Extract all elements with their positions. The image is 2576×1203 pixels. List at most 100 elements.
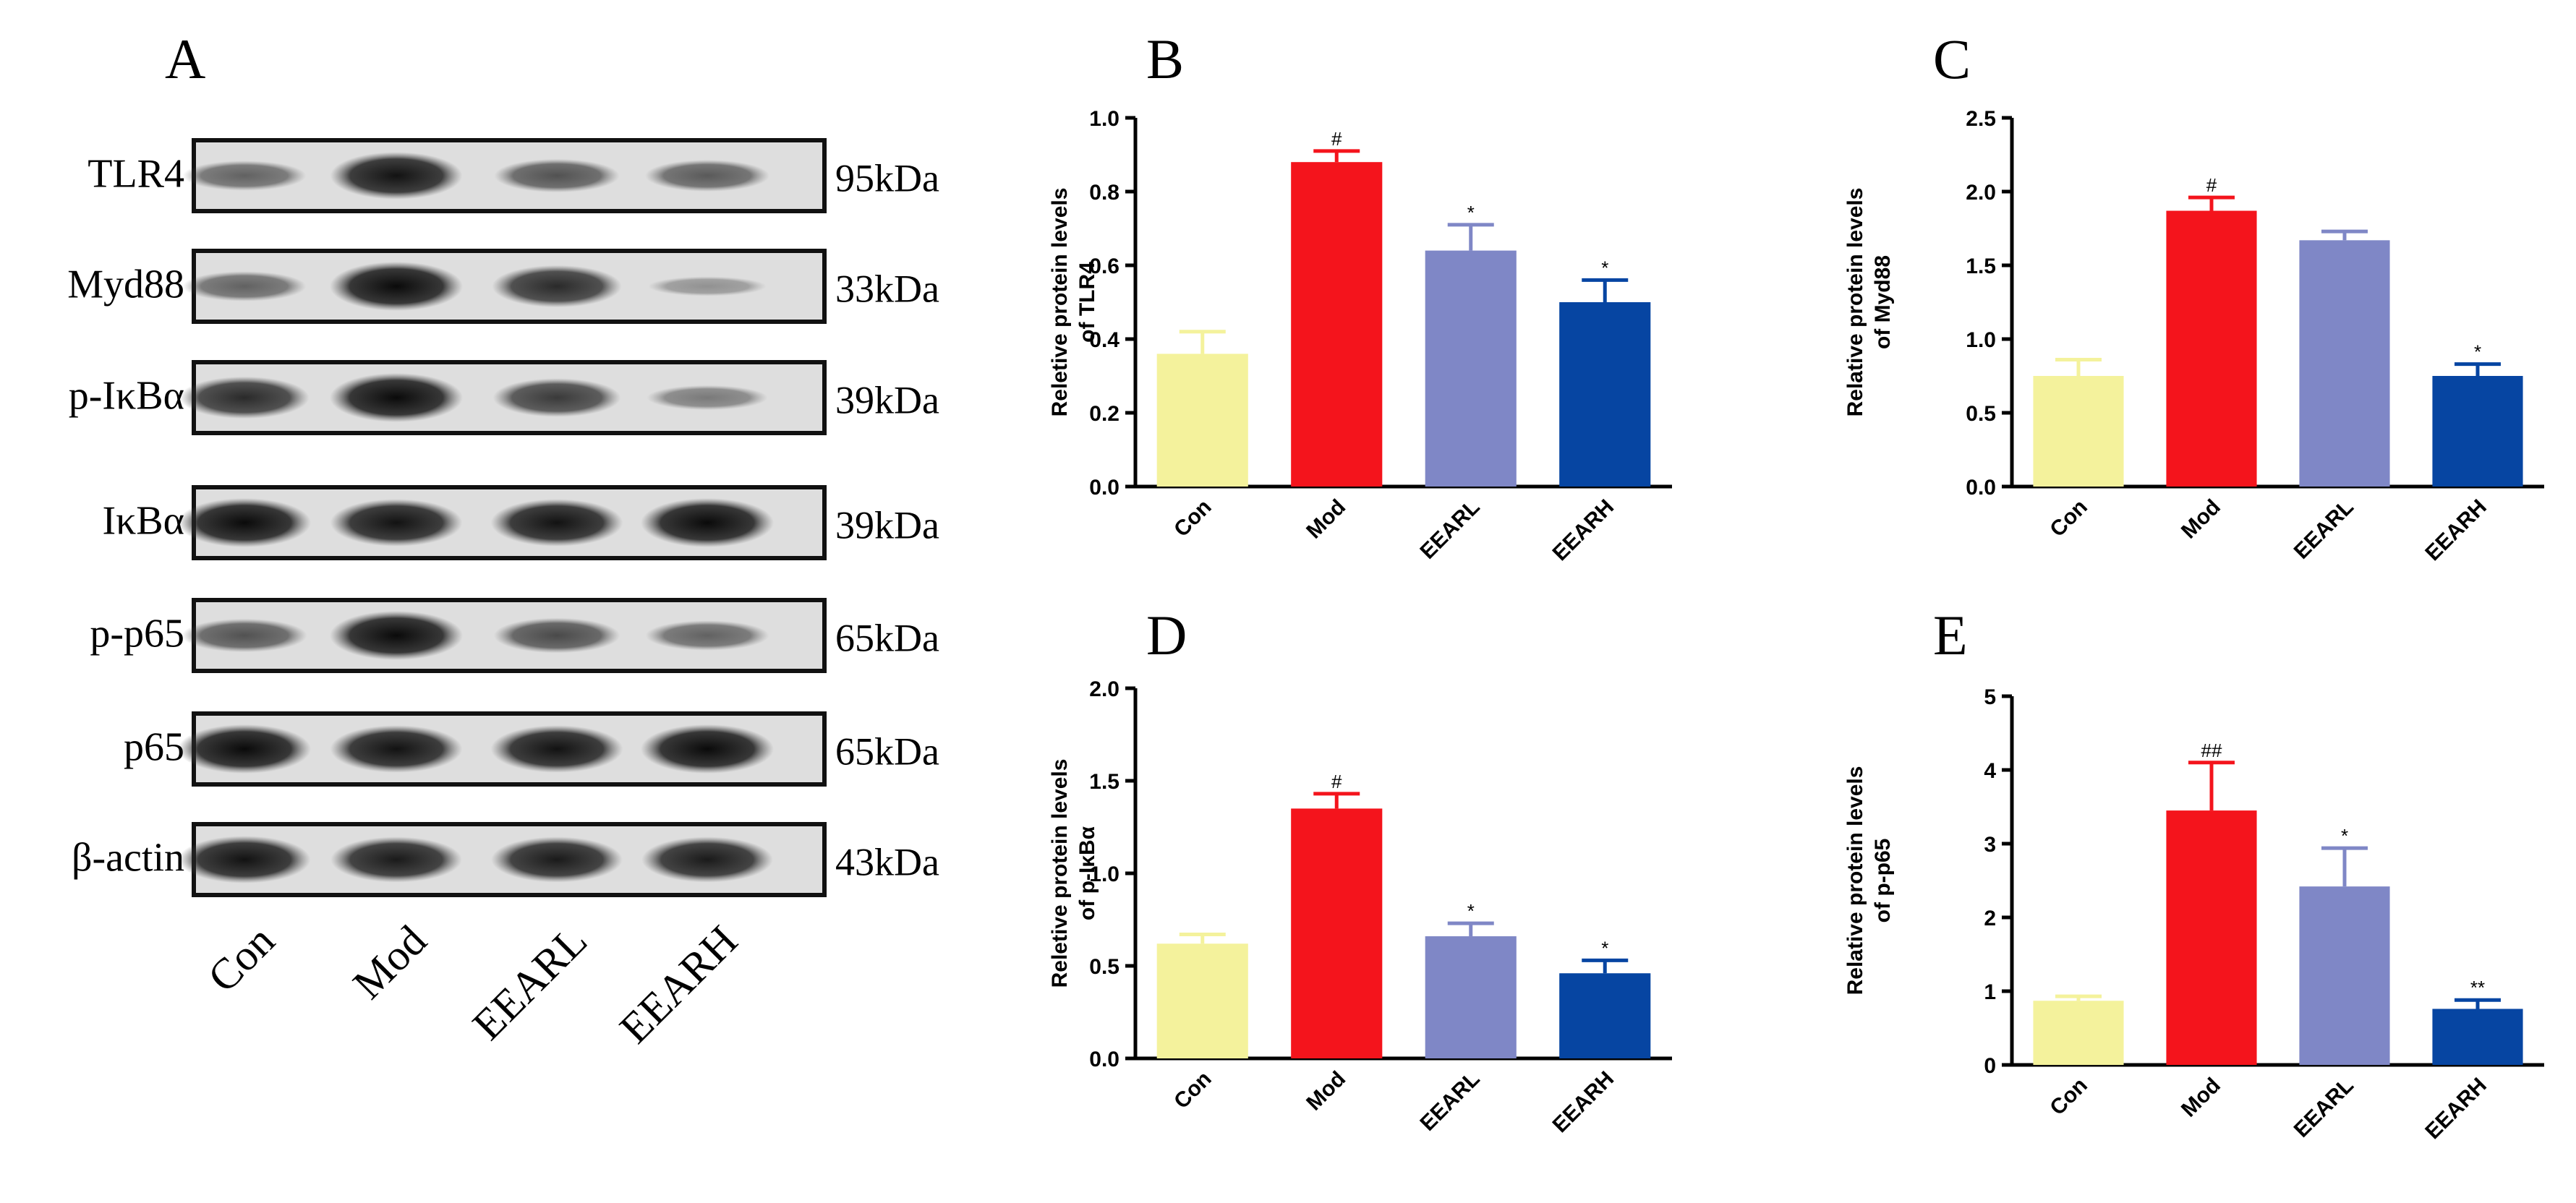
y-tick-label: 2.0 — [1966, 181, 1996, 205]
blot-band — [178, 724, 311, 774]
y-tick-label: 1 — [1984, 980, 1996, 1004]
protein-label: TLR4 — [88, 152, 184, 197]
x-tick-label: Con — [2045, 495, 2092, 542]
blot-band — [182, 271, 307, 301]
bar — [2432, 1009, 2523, 1065]
blot-band — [647, 385, 768, 411]
blot-band — [179, 376, 310, 419]
y-axis-title: Reletive protein levels — [1048, 188, 1072, 417]
blot-band — [492, 265, 622, 308]
significance-mark: * — [2341, 825, 2348, 847]
bar — [2033, 1001, 2124, 1065]
blot-band — [645, 160, 769, 192]
blot-band — [490, 725, 623, 773]
blot-band — [641, 498, 774, 547]
panel-label: A — [165, 27, 205, 90]
panel-a: A TLR4 95kDa Myd88 33kDa p-IκBα 39kDa IκBα 39kDa… — [67, 27, 939, 1053]
bar — [2432, 376, 2523, 487]
chart-D: D 0.0 0.5 1.0 1.5 2.0 Reletive protein levels o… — [1048, 604, 1672, 1137]
significance-mark: * — [1601, 257, 1608, 278]
lane-label: EEARH — [610, 917, 746, 1053]
y-tick-label: 0 — [1984, 1054, 1996, 1078]
bar — [1156, 354, 1248, 487]
chart-B: B 0.0 0.2 0.4 0.6 0.8 1.0 Reletive protein leve… — [1048, 27, 1672, 565]
y-tick-label: 0.4 — [1089, 328, 1119, 352]
y-tick-label: 0.5 — [1089, 955, 1119, 979]
blot-band — [330, 373, 463, 422]
y-axis-title: Relative protein levels — [1843, 766, 1867, 996]
bar — [1156, 943, 1248, 1058]
y-tick-label: 0.0 — [1089, 1048, 1119, 1071]
x-tick-label: EEARH — [1548, 1067, 1619, 1138]
y-axis-title: of p-IκBα — [1075, 826, 1099, 920]
size-label: 65kDa — [835, 617, 939, 660]
bar — [2033, 376, 2124, 487]
chart-C: C 0.0 0.5 1.0 1.5 2.0 2.5 Relative protein leve… — [1843, 27, 2544, 565]
blot-band — [182, 160, 307, 191]
blot-band — [330, 262, 463, 311]
x-tick-label: EEARH — [1548, 495, 1619, 566]
x-tick-label: Mod — [2177, 1074, 2225, 1122]
blot-band — [330, 611, 463, 660]
lane-label: Con — [199, 917, 283, 1001]
size-label: 39kDa — [835, 379, 939, 422]
blot-band — [330, 499, 463, 547]
protein-label: IκBα — [102, 499, 184, 544]
size-label: 95kDa — [835, 157, 939, 200]
significance-mark: ** — [2470, 977, 2485, 998]
y-tick-label: 2.5 — [1966, 107, 1996, 131]
significance-mark: * — [1467, 202, 1475, 223]
size-label: 39kDa — [835, 504, 939, 547]
blot-band — [641, 724, 774, 774]
blot-band — [648, 276, 767, 296]
blot-band — [492, 378, 621, 417]
y-axis-title: of TLR4 — [1075, 262, 1099, 343]
significance-mark: # — [2206, 174, 2217, 196]
bar — [2166, 210, 2257, 487]
blot-band — [494, 158, 620, 193]
y-axis-title: of Myd88 — [1871, 255, 1895, 349]
blot-band — [490, 499, 623, 547]
lane-label: Mod — [344, 917, 435, 1009]
y-tick-label: 0.5 — [1966, 402, 1996, 426]
blot-band — [178, 498, 311, 547]
bar — [1291, 808, 1383, 1058]
bar — [1559, 973, 1651, 1058]
significance-mark: * — [1467, 900, 1475, 922]
y-tick-label: 2.0 — [1089, 677, 1119, 701]
protein-label: p-p65 — [90, 612, 184, 656]
x-tick-label: EEARL — [2290, 1074, 2358, 1142]
panel-label: C — [1933, 27, 1971, 90]
y-tick-label: 2 — [1984, 907, 1996, 930]
blot-band — [330, 152, 463, 200]
x-tick-label: EEARL — [1415, 1067, 1484, 1136]
blot-row-2: p-IκBα 39kDa — [69, 360, 939, 435]
x-tick-label: EEARH — [2421, 495, 2491, 566]
x-tick-label: EEARH — [2421, 1074, 2491, 1144]
size-label: 65kDa — [835, 730, 939, 774]
blot-band — [182, 618, 307, 653]
blot-band — [645, 620, 769, 651]
protein-label: p-IκBα — [69, 374, 184, 419]
blot-band — [178, 836, 311, 883]
panel-label: D — [1146, 604, 1187, 667]
protein-label: Myd88 — [67, 262, 184, 307]
y-tick-label: 1.5 — [1089, 770, 1119, 794]
y-tick-label: 0.2 — [1089, 402, 1119, 426]
x-tick-label: EEARL — [1415, 495, 1484, 564]
lane-label: EEARL — [464, 917, 596, 1049]
x-tick-label: EEARL — [2290, 495, 2358, 564]
y-tick-label: 4 — [1984, 759, 1996, 783]
y-tick-label: 0.0 — [1089, 476, 1119, 500]
bar — [1559, 302, 1651, 487]
y-tick-label: 1.0 — [1089, 862, 1119, 886]
x-tick-label: Mod — [1302, 1067, 1350, 1116]
panel-label: B — [1146, 27, 1184, 90]
y-tick-label: 5 — [1984, 685, 1996, 709]
y-axis-title: Reletive protein levels — [1048, 759, 1072, 988]
y-tick-label: 1.0 — [1966, 328, 1996, 352]
protein-label: β-actin — [72, 836, 184, 881]
bar — [1425, 936, 1517, 1058]
y-tick-label: 0.0 — [1966, 476, 1996, 500]
x-tick-label: Con — [2045, 1074, 2092, 1121]
